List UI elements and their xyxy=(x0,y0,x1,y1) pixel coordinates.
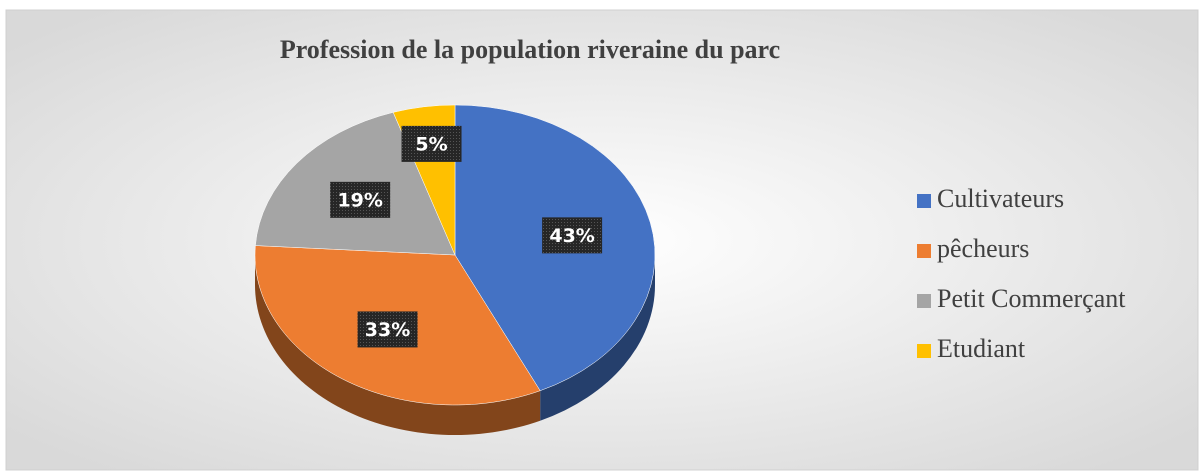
data-label-text: 43% xyxy=(549,225,594,247)
data-label-box xyxy=(401,125,462,162)
legend-label: pêcheurs xyxy=(937,234,1029,263)
legend-label: Petit Commerçant xyxy=(937,284,1126,313)
data-label: 33% xyxy=(357,311,418,348)
data-label-text: 19% xyxy=(337,189,382,211)
data-label: 43% xyxy=(542,217,603,254)
data-label-text: 33% xyxy=(365,319,410,341)
data-label-text: 5% xyxy=(415,133,447,155)
data-label-box xyxy=(357,311,418,348)
legend-swatch xyxy=(917,294,931,308)
data-label: 5% xyxy=(401,125,462,162)
chart-title: Profession de la population riveraine du… xyxy=(280,35,780,64)
slice-side xyxy=(255,255,541,436)
data-labels: 43% 33% 19% 5% xyxy=(330,125,603,348)
legend-swatch xyxy=(917,344,931,358)
data-label-box xyxy=(330,181,391,218)
legend: Cultivateurs pêcheurs Petit Commerçant Etud… xyxy=(917,184,1126,363)
legend-swatch xyxy=(917,194,931,208)
slice-side xyxy=(540,255,655,421)
data-label: 19% xyxy=(330,181,391,218)
legend-swatch xyxy=(917,244,931,258)
data-label-box xyxy=(542,217,603,254)
legend-label: Etudiant xyxy=(937,334,1026,363)
legend-label: Cultivateurs xyxy=(937,184,1064,213)
